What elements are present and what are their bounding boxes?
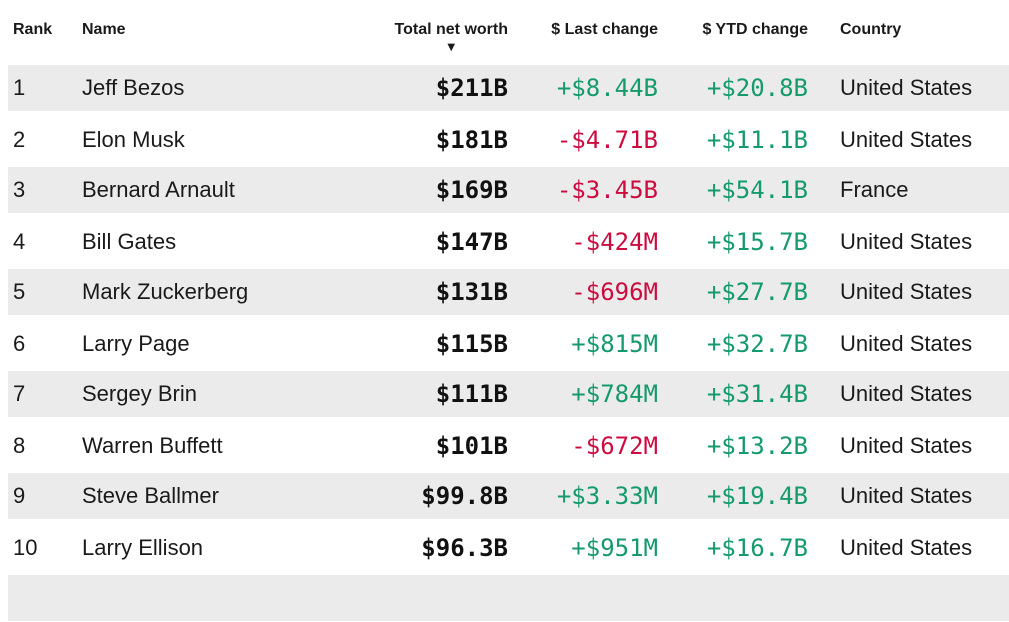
column-header-last-change[interactable]: $ Last change: [551, 21, 658, 38]
rank-cell: 9: [13, 483, 26, 508]
ytd-change-cell: +$32.7B: [706, 329, 808, 358]
column-header-country[interactable]: Country: [840, 21, 902, 38]
rank-cell: 1: [13, 75, 26, 100]
sort-desc-icon[interactable]: ▼: [447, 42, 456, 53]
name-cell: Bernard Arnault: [82, 177, 235, 202]
ytd-change-cell: +$16.7B: [706, 533, 808, 562]
net-worth-cell: $96.3B: [421, 533, 508, 562]
country-cell: United States: [840, 228, 973, 254]
table-header: Rank Name Total net worth ▼ $ Last chang…: [8, 0, 1009, 61]
rank-cell: 8: [13, 432, 26, 458]
ytd-change-cell: +$19.4B: [706, 482, 808, 510]
country-cell: United States: [840, 126, 973, 152]
name-cell: Steve Ballmer: [82, 483, 219, 508]
net-worth-cell: $115B: [435, 329, 508, 358]
country-cell: United States: [840, 279, 973, 304]
name-cell: Elon Musk: [82, 126, 185, 152]
last-change-cell: -$3.45B: [556, 176, 658, 204]
net-worth-cell: $99.8B: [421, 482, 508, 510]
table-body: 1 Jeff Bezos $211B +$8.44B +$20.8B Unite…: [0, 61, 1009, 571]
ytd-change-cell: +$54.1B: [706, 176, 808, 204]
ytd-change-cell: +$31.4B: [706, 380, 808, 408]
ytd-change-cell: +$20.8B: [706, 74, 808, 102]
table-row[interactable]: 6 Larry Page $115B +$815M +$32.7B United…: [8, 316, 1009, 367]
ytd-change-cell: +$11.1B: [706, 125, 808, 154]
net-worth-cell: $211B: [435, 74, 508, 102]
last-change-cell: +$8.44B: [556, 74, 658, 102]
name-cell: Warren Buffett: [82, 432, 223, 458]
rank-cell: 7: [13, 381, 26, 406]
column-header-total-net-worth[interactable]: Total net worth ▼: [368, 21, 508, 53]
column-header-name[interactable]: Name: [82, 21, 126, 38]
last-change-cell: -$672M: [571, 431, 658, 460]
net-worth-cell: $111B: [435, 380, 508, 408]
last-change-cell: +$951M: [571, 533, 658, 562]
last-change-cell: -$424M: [571, 227, 658, 256]
column-header-ytd-change[interactable]: $ YTD change: [702, 21, 808, 38]
name-cell: Larry Ellison: [82, 534, 204, 560]
ytd-change-cell: +$27.7B: [706, 278, 808, 306]
name-cell: Mark Zuckerberg: [82, 279, 249, 304]
column-header-rank[interactable]: Rank: [13, 21, 53, 38]
table-row[interactable]: 4 Bill Gates $147B -$424M +$15.7B United…: [8, 214, 1009, 265]
ytd-change-cell: +$15.7B: [706, 227, 808, 256]
table-row[interactable]: 10 Larry Ellison $96.3B +$951M +$16.7B U…: [8, 520, 1009, 571]
last-change-cell: -$696M: [571, 278, 658, 306]
table-row[interactable]: 7 Sergey Brin $111B +$784M +$31.4B Unite…: [8, 367, 1009, 418]
rank-cell: 3: [13, 177, 26, 202]
country-cell: United States: [840, 75, 973, 100]
last-change-cell: +$3.33M: [556, 482, 658, 510]
net-worth-cell: $131B: [435, 278, 508, 306]
name-cell: Larry Page: [82, 330, 190, 356]
country-cell: United States: [840, 381, 973, 406]
column-header-total-net-worth-label: Total net worth: [394, 21, 508, 38]
country-cell: France: [840, 177, 909, 202]
table-row[interactable]: 9 Steve Ballmer $99.8B +$3.33M +$19.4B U…: [8, 469, 1009, 520]
net-worth-cell: $169B: [435, 176, 508, 204]
net-worth-cell: $147B: [435, 227, 508, 256]
table-row[interactable]: 5 Mark Zuckerberg $131B -$696M +$27.7B U…: [8, 265, 1009, 316]
country-cell: United States: [840, 534, 973, 560]
name-cell: Sergey Brin: [82, 381, 197, 406]
name-cell: Bill Gates: [82, 228, 177, 254]
country-cell: United States: [840, 483, 973, 508]
table-row[interactable]: 8 Warren Buffett $101B -$672M +$13.2B Un…: [8, 418, 1009, 469]
rank-cell: 6: [13, 330, 26, 356]
net-worth-cell: $101B: [435, 431, 508, 460]
rank-cell: 10: [13, 534, 38, 560]
table-row-partial[interactable]: [8, 571, 1009, 622]
rank-cell: 4: [13, 228, 26, 254]
rank-cell: 5: [13, 279, 26, 304]
table-row[interactable]: 2 Elon Musk $181B -$4.71B +$11.1B United…: [8, 112, 1009, 163]
table-row[interactable]: 1 Jeff Bezos $211B +$8.44B +$20.8B Unite…: [8, 61, 1009, 112]
rank-cell: 2: [13, 126, 26, 152]
ytd-change-cell: +$13.2B: [706, 431, 808, 460]
last-change-cell: +$815M: [571, 329, 658, 358]
country-cell: United States: [840, 330, 973, 356]
last-change-cell: -$4.71B: [556, 125, 658, 154]
last-change-cell: +$784M: [571, 380, 658, 408]
name-cell: Jeff Bezos: [82, 75, 185, 100]
table-row[interactable]: 3 Bernard Arnault $169B -$3.45B +$54.1B …: [8, 163, 1009, 214]
country-cell: United States: [840, 432, 973, 458]
net-worth-cell: $181B: [435, 125, 508, 154]
